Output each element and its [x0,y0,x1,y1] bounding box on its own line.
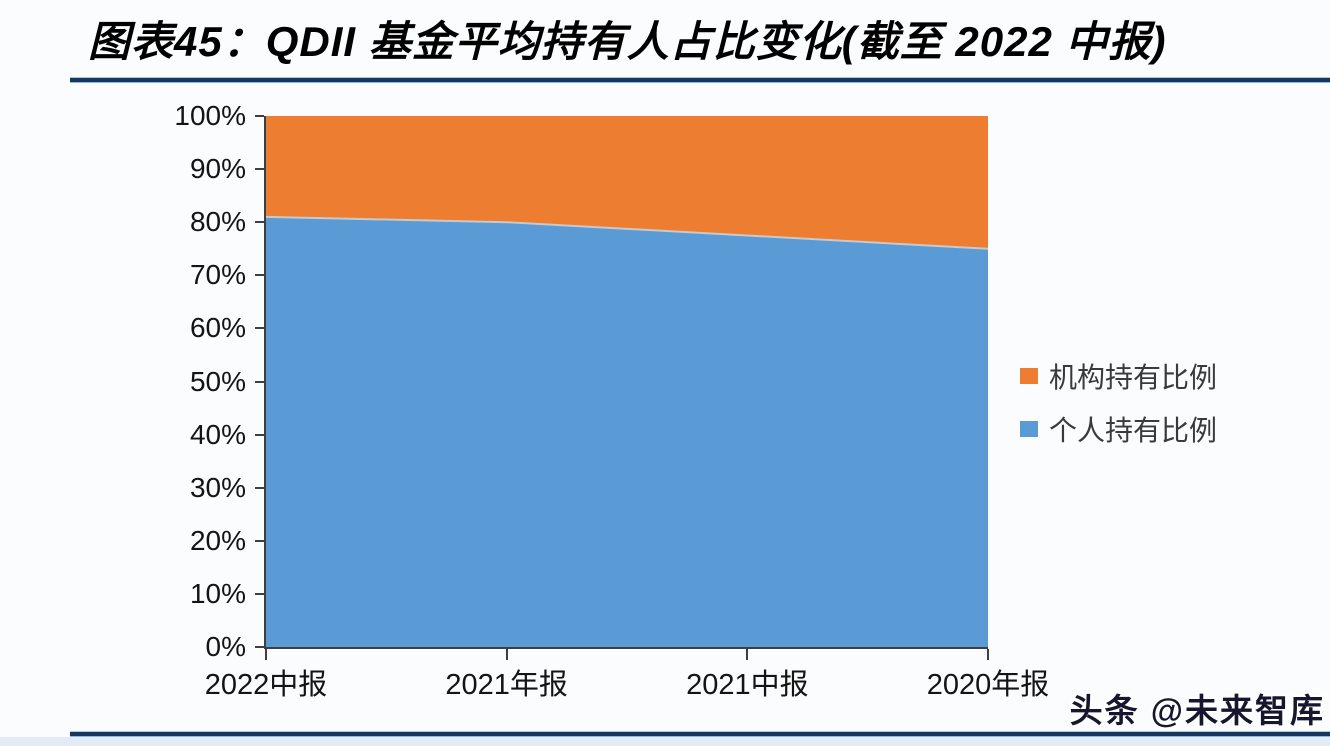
figure-title: 图表45：QDII 基金平均持有人占比变化(截至 2022 中报) [88,18,1167,65]
series-boundary-line [266,215,988,250]
plot-area [264,116,988,649]
y-tick-label: 70% [189,259,246,291]
legend-swatch-individual [1020,421,1038,437]
x-tick-mark [987,649,989,660]
legend-label: 个人持有比例 [1049,415,1218,446]
bottom-strip [0,737,1330,746]
area-series-institutional [266,116,988,249]
y-tick-label: 30% [189,471,246,503]
y-tick-label: 90% [189,153,246,185]
x-tick-mark [746,649,749,660]
y-tick-mark [255,221,264,224]
y-tick-mark [255,168,264,171]
legend-label: 机构持有比例 [1049,362,1218,393]
y-tick-mark [255,380,264,383]
x-tick-mark [265,649,267,660]
y-tick-label: 80% [189,206,246,238]
x-tick-label: 2020年报 [926,669,1050,701]
x-tick-label: 2021年报 [445,669,568,701]
y-tick-label: 100% [174,100,246,131]
y-tick-mark [255,433,264,436]
y-tick-label: 40% [189,418,246,450]
area-series-individual [266,216,988,647]
legend-item: 机构持有比例 [1020,357,1217,395]
legend-swatch-institutional [1020,368,1038,384]
y-tick-mark [255,274,264,277]
legend-item: 个人持有比例 [1020,410,1217,448]
y-tick-mark [255,592,264,595]
y-tick-label: 10% [189,577,246,609]
x-tick-label: 2022中报 [204,669,328,701]
y-tick-mark [255,115,264,117]
y-tick-mark [255,486,264,489]
y-tick-mark [255,539,264,542]
x-tick-mark [505,649,508,660]
stacked-area-chart [266,116,988,647]
y-tick-mark [255,646,264,648]
y-tick-label: 20% [189,524,246,556]
y-tick-label: 50% [189,365,246,397]
title-rule [70,77,1330,83]
watermark: 头条 @未来智库 [1069,692,1325,729]
y-tick-mark [255,327,264,330]
x-tick-label: 2021中报 [686,669,809,701]
y-tick-label: 60% [189,312,246,344]
y-tick-label: 0% [205,631,246,662]
bottom-rule [70,731,1330,737]
legend: 机构持有比例 个人持有比例 [1020,357,1217,463]
